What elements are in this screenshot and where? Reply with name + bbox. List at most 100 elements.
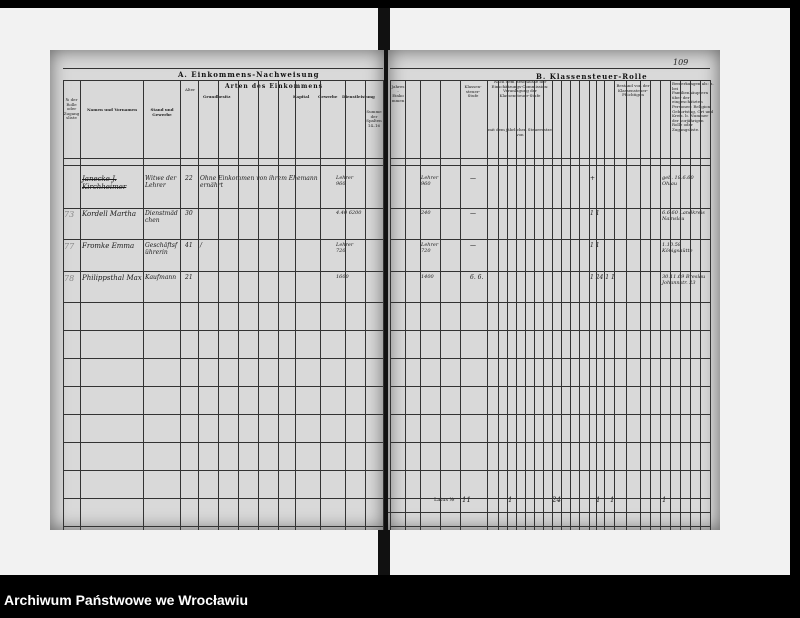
column-rule xyxy=(579,80,580,530)
column-rule xyxy=(278,80,279,530)
row-rule xyxy=(63,470,383,471)
tax-stage-header: Klassen-steuer-Stufe xyxy=(464,84,482,99)
entry-income: 4.40 6200 xyxy=(336,210,362,216)
entry-note: / xyxy=(200,242,203,249)
column-rule xyxy=(604,80,605,530)
column-rule xyxy=(543,80,544,530)
column-rule xyxy=(680,80,681,530)
row-rule xyxy=(63,414,383,415)
entry-note: Ohne Einkommen von ihrem Ehemann ernährt xyxy=(200,175,318,189)
row-rule xyxy=(390,330,710,331)
entry-remark: geb. 18.6.60 Ohlau xyxy=(662,175,694,186)
entry-age: 22 xyxy=(185,175,193,182)
entry-age: 30 xyxy=(185,210,193,217)
income-types-heading: Arten des Einkommens xyxy=(225,83,323,90)
entry-status: Geschäftsführerin xyxy=(145,242,178,256)
status-header: Stand und Gewerbe xyxy=(150,107,174,117)
entry-tax: — xyxy=(470,242,476,249)
row-rule xyxy=(63,158,383,159)
entry-marks: + xyxy=(590,175,596,182)
left-page-title: A. Einkommens-Nachweisung xyxy=(178,70,320,79)
row-rule xyxy=(63,165,383,166)
row-rule xyxy=(390,239,710,240)
left-page: A. Einkommens-Nachweisung Arten des Eink… xyxy=(50,50,384,530)
column-rule xyxy=(320,80,321,530)
column-rule xyxy=(640,80,641,530)
row-rule xyxy=(63,271,383,272)
column-rule xyxy=(218,80,219,530)
entry-number: 77 xyxy=(64,242,75,251)
column-rule xyxy=(589,80,590,530)
column-rule xyxy=(700,80,701,530)
row-rule xyxy=(390,414,710,415)
column-rule xyxy=(498,80,499,530)
row-rule xyxy=(63,208,383,209)
column-rule xyxy=(440,80,441,530)
entry-marks: 1 1 xyxy=(590,242,600,249)
column-rule xyxy=(626,80,627,530)
sum-label: Latus № xyxy=(434,497,455,503)
group-gewerbe: Gewerbe xyxy=(318,94,338,99)
row-rule xyxy=(63,386,383,387)
column-rule xyxy=(487,80,488,530)
entry-name: Fromke Emma xyxy=(82,242,135,250)
total-value: 11 xyxy=(462,496,471,504)
column-rule xyxy=(650,80,651,530)
yearly-rate-header: mit dem jährlichen Steuersatze von xyxy=(488,127,552,137)
column-rule xyxy=(507,80,508,530)
name-header: Namen und Vornamen xyxy=(86,107,138,112)
entry-remark: 1.10.58 Königshütte xyxy=(662,242,693,254)
row-rule xyxy=(390,80,710,81)
entry-marks: 1 24 1 1 xyxy=(590,274,615,281)
entry-tax: — xyxy=(470,175,476,182)
entry-marks: 1 1 xyxy=(590,210,600,217)
row-rule xyxy=(63,358,383,359)
column-rule xyxy=(238,80,239,530)
entry-income: Lehrer 960 xyxy=(336,175,353,187)
right-page: B. Klassensteuer-Rolle Jahres-Einkommen … xyxy=(388,50,720,530)
group-kapital: Kapital xyxy=(293,94,310,99)
entry-sum: 240 xyxy=(421,210,431,216)
row-rule xyxy=(63,80,383,81)
income-sum-header: Jahres-Einkommen xyxy=(391,84,405,103)
row-rule xyxy=(390,442,710,443)
row-rule xyxy=(390,470,710,471)
column-rule xyxy=(525,80,526,530)
column-rule xyxy=(670,80,671,530)
group-dienstleistung: Dienstleistung xyxy=(342,94,375,99)
column-rule xyxy=(516,80,517,530)
column-rule xyxy=(690,80,691,530)
total-value: 1 xyxy=(610,496,615,504)
row-rule xyxy=(390,358,710,359)
row-rule xyxy=(390,526,710,527)
column-rule xyxy=(552,80,553,530)
row-rule xyxy=(390,386,710,387)
column-rule xyxy=(295,80,296,530)
sum-total-header: Summe der Spalten 14–16 xyxy=(366,109,382,128)
row-rule xyxy=(63,498,383,499)
total-rule xyxy=(388,498,710,499)
entry-status: Kaufmann xyxy=(145,274,177,281)
entry-sum: Lehrer 960 xyxy=(421,175,439,187)
row-rule xyxy=(390,302,710,303)
entry-age: 21 xyxy=(185,274,193,281)
header-rule xyxy=(63,68,383,69)
column-rule xyxy=(143,80,144,530)
column-rule xyxy=(614,80,615,530)
row-rule xyxy=(390,271,710,272)
column-rule xyxy=(180,80,181,530)
entry-income: 1600 xyxy=(336,274,349,280)
remarks-header: Bemerkungen als: a. bei Familienhäuptern… xyxy=(672,81,714,132)
total-value: 24 xyxy=(552,496,561,504)
total-value: 1 xyxy=(662,496,667,504)
column-rule xyxy=(345,80,346,530)
column-rule xyxy=(710,80,711,530)
total-value: 1 xyxy=(508,496,513,504)
entry-name: Janecke J. Kirchheimer xyxy=(82,175,127,191)
column-rule xyxy=(198,80,199,530)
column-rule xyxy=(80,80,81,530)
entry-income: Lehrer 720 xyxy=(336,242,353,254)
column-rule xyxy=(390,80,391,530)
column-rule xyxy=(460,80,461,530)
number-header: № der Rolle oder Zugangsliste xyxy=(63,97,80,121)
